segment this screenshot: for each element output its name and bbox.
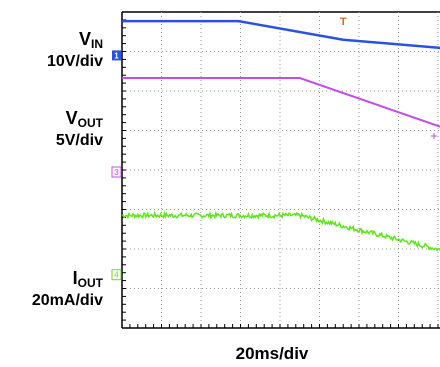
cursor-plus-icon [431, 133, 437, 139]
iout-trace [121, 210, 440, 252]
grid-ticks [122, 19, 439, 328]
channel-1-marker-number: 1 [114, 51, 119, 60]
iout-label: IOUT [73, 268, 104, 290]
trigger-marker: T [340, 16, 347, 28]
traces [121, 19, 440, 252]
x-axis-label: 20ms/div [236, 344, 309, 363]
channel-labels: VIN 10V/div VOUT 5V/div IOUT 20mA/div [32, 29, 104, 309]
plot-area [121, 11, 440, 329]
channel-1-marker-box [112, 50, 121, 61]
channel-3-marker: 3 [111, 166, 122, 178]
channel-3-marker-number: 3 [114, 168, 119, 177]
vout-label: VOUT [66, 108, 104, 130]
trigger-marker-label: T [340, 16, 347, 28]
channel-4-marker-number: 4 [114, 271, 119, 280]
channel-4-marker-box [111, 269, 122, 281]
channel-markers: 1 3 4 [111, 50, 122, 281]
vin-scale: 10V/div [47, 53, 103, 70]
vout-trace [122, 77, 440, 128]
vout-scale: 5V/div [56, 132, 103, 149]
iout-scale: 20mA/div [32, 292, 103, 309]
grid-lines [122, 12, 440, 328]
vin-trace [122, 19, 440, 50]
channel-3-marker-box [111, 166, 122, 178]
vin-label: VIN [79, 29, 103, 51]
channel-1-marker: 1 [112, 50, 121, 61]
channel-4-marker: 4 [111, 269, 122, 281]
